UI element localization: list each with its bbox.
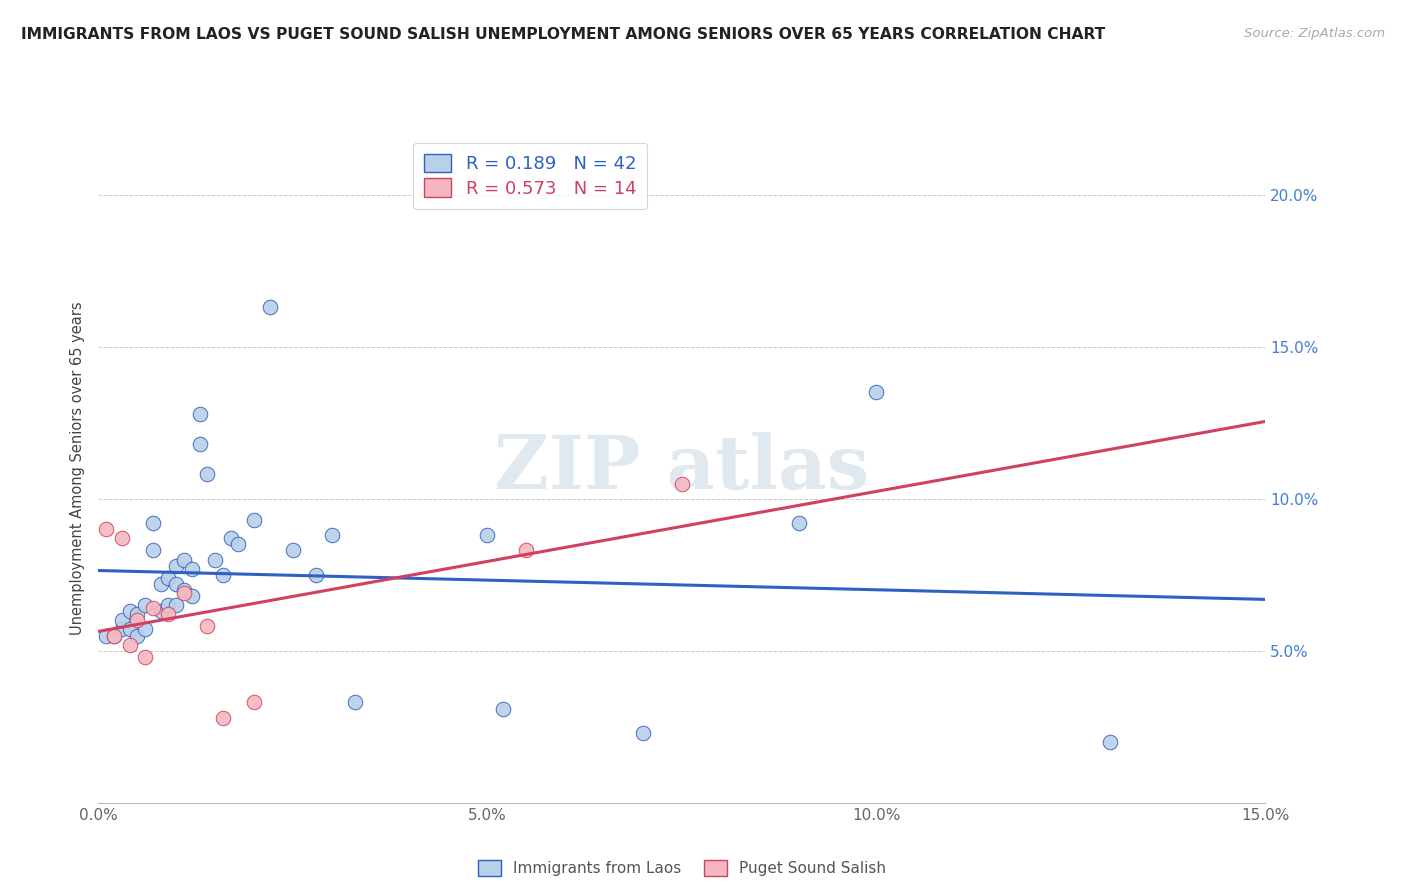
Point: [243, 696, 266, 710]
Point: [180, 562, 202, 576]
Point: [671, 476, 693, 491]
Point: [344, 696, 367, 710]
Point: [865, 385, 887, 400]
Text: ZIP atlas: ZIP atlas: [495, 432, 869, 505]
Point: [118, 623, 141, 637]
Legend: Immigrants from Laos, Puget Sound Salish: Immigrants from Laos, Puget Sound Salish: [471, 854, 893, 882]
Point: [134, 649, 156, 664]
Point: [305, 567, 328, 582]
Point: [103, 628, 125, 642]
Y-axis label: Unemployment Among Seniors over 65 years: Unemployment Among Seniors over 65 years: [70, 301, 86, 635]
Point: [477, 528, 499, 542]
Point: [204, 552, 226, 566]
Point: [127, 628, 149, 642]
Point: [96, 522, 118, 536]
Point: [173, 586, 195, 600]
Point: [96, 628, 118, 642]
Point: [243, 513, 266, 527]
Point: [157, 571, 180, 585]
Point: [188, 407, 211, 421]
Point: [103, 628, 125, 642]
Point: [127, 607, 149, 622]
Point: [111, 531, 134, 545]
Point: [212, 711, 235, 725]
Point: [111, 613, 134, 627]
Point: [173, 582, 195, 597]
Point: [195, 619, 218, 633]
Point: [492, 701, 515, 715]
Text: Source: ZipAtlas.com: Source: ZipAtlas.com: [1244, 27, 1385, 40]
Point: [631, 726, 654, 740]
Point: [127, 613, 149, 627]
Point: [118, 638, 141, 652]
Point: [149, 604, 172, 618]
Point: [165, 577, 187, 591]
Point: [142, 516, 165, 530]
Point: [1098, 735, 1121, 749]
Point: [165, 598, 187, 612]
Point: [787, 516, 810, 530]
Point: [259, 300, 281, 314]
Point: [142, 601, 165, 615]
Point: [212, 567, 235, 582]
Point: [134, 598, 156, 612]
Point: [142, 543, 165, 558]
Point: [219, 531, 242, 545]
Point: [165, 558, 187, 573]
Point: [188, 437, 211, 451]
Point: [515, 543, 537, 558]
Point: [157, 598, 180, 612]
Point: [118, 604, 141, 618]
Point: [111, 623, 134, 637]
Point: [134, 623, 156, 637]
Point: [281, 543, 304, 558]
Point: [228, 537, 250, 551]
Point: [195, 467, 218, 482]
Point: [173, 552, 195, 566]
Point: [149, 577, 172, 591]
Point: [321, 528, 343, 542]
Point: [180, 589, 202, 603]
Text: IMMIGRANTS FROM LAOS VS PUGET SOUND SALISH UNEMPLOYMENT AMONG SENIORS OVER 65 YE: IMMIGRANTS FROM LAOS VS PUGET SOUND SALI…: [21, 27, 1105, 42]
Point: [157, 607, 180, 622]
